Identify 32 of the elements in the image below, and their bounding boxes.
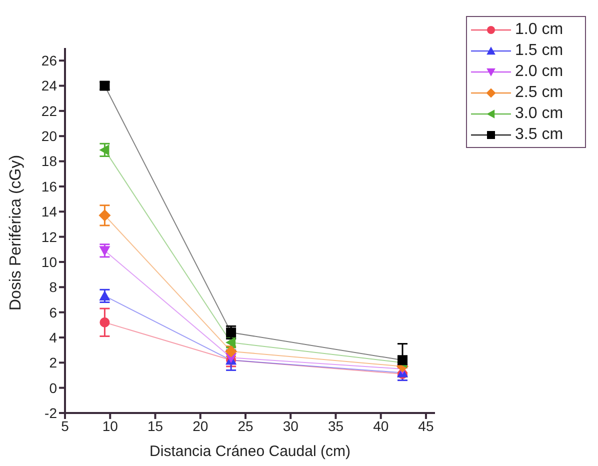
y-tick-label: 20 [41,128,58,144]
x-tick-label: 20 [192,418,208,434]
y-tick-label: 22 [41,102,58,119]
x-tick-label: 15 [147,418,164,434]
x-axis-title: Distancia Cráneo Caudal (cm) [150,443,350,460]
legend-label: 1.5 cm [515,42,564,60]
y-tick-label: 14 [41,204,58,220]
y-tick-label: 4 [49,329,58,346]
y-tick-label: 24 [41,78,58,94]
x-tick-label: 25 [238,418,254,434]
legend-label: 3.5 cm [515,126,564,144]
y-tick-label: -2 [44,404,58,421]
y-tick-label: 18 [41,153,58,170]
y-tick-label: 6 [49,304,58,320]
y-tick-label: 2 [49,354,58,371]
legend-label: 1.0 cm [515,20,564,38]
y-tick-label: 12 [41,228,58,245]
legend-label: 2.5 cm [515,84,564,102]
x-tick-label: 5 [61,418,70,434]
x-tick-label: 30 [282,418,299,434]
x-tick-label: 10 [102,418,118,434]
x-tick-label: 40 [373,418,389,434]
y-tick-label: 26 [41,52,58,69]
y-axis-title: Dosis Periférica (cGy) [8,154,25,310]
legend-label: 3.0 cm [515,104,564,122]
y-tick-label: 16 [41,178,58,194]
y-tick-label: 8 [49,279,58,296]
y-tick-label: 0 [49,380,58,396]
x-tick-label: 45 [418,418,434,434]
x-tick-label: 35 [328,418,344,434]
y-tick-label: 10 [41,254,58,270]
legend-label: 2.0 cm [515,62,564,80]
